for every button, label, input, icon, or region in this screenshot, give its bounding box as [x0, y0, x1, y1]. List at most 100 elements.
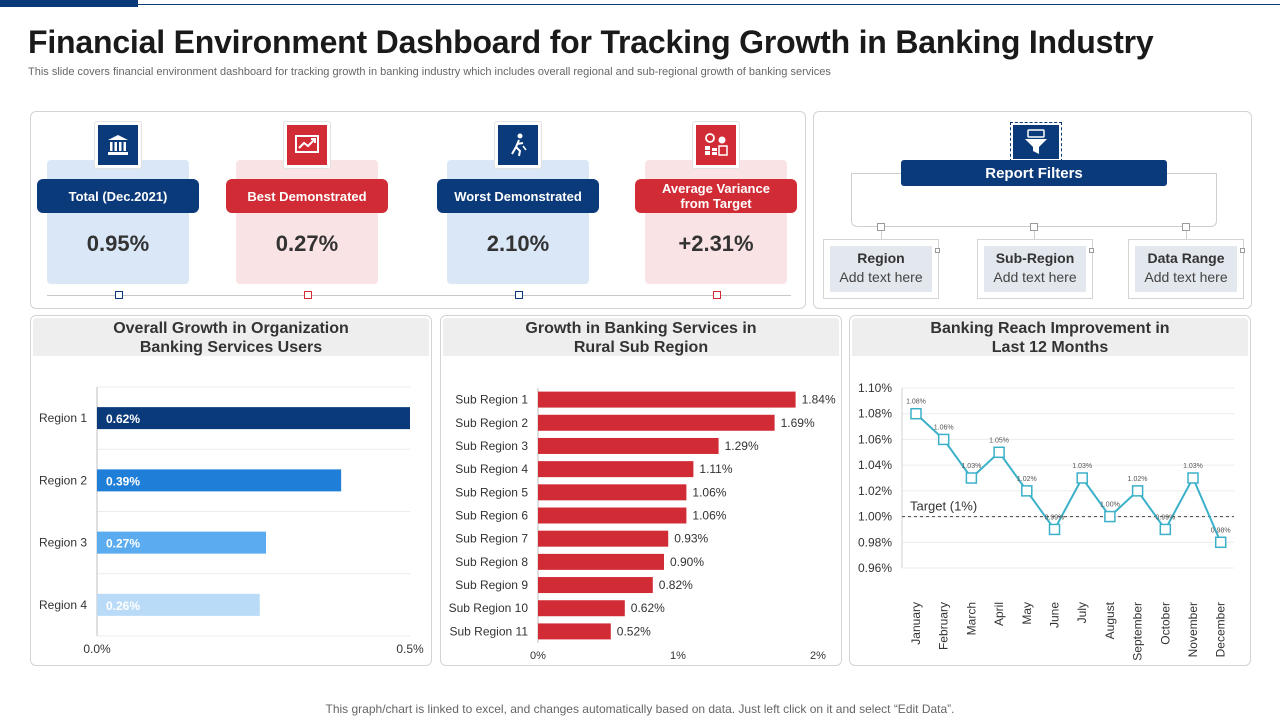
kpi-value-worst: 2.10%: [486, 231, 550, 256]
kpi-connector-dot: [713, 291, 721, 299]
kpi-label-worst: Worst Demonstrated: [437, 179, 599, 213]
top-accent-bar: [0, 0, 138, 7]
bar: [538, 623, 611, 640]
bar: [97, 593, 260, 616]
category-label: Sub Region 8: [455, 555, 528, 569]
falling-person-icon: [495, 122, 541, 168]
data-label: 0.99%: [1155, 514, 1175, 521]
filter-node: [877, 223, 885, 231]
category-label: Sub Region 9: [455, 578, 528, 592]
y-tick-label: 1.06%: [858, 432, 892, 446]
data-point: [937, 433, 950, 446]
target-label: Target (1%): [910, 499, 977, 514]
y-tick-label: 1.08%: [858, 407, 892, 421]
growth-chart-icon: [284, 122, 330, 168]
data-point: [1214, 536, 1227, 549]
data-label: 1.08%: [906, 399, 926, 406]
kpi-connector-dot: [304, 291, 312, 299]
data-label: 1.84%: [802, 393, 836, 407]
filter-region-label: Region: [857, 250, 905, 266]
x-tick-label: 2%: [810, 650, 826, 662]
data-label: 1.00%: [1100, 502, 1120, 509]
filter-region[interactable]: Region Add text here: [823, 239, 939, 299]
filter-corner: [935, 248, 940, 253]
y-tick-label: 0.98%: [858, 535, 892, 549]
reach-improvement-title-text: Banking Reach Improvement in Last 12 Mon…: [930, 320, 1170, 356]
bar: [538, 530, 669, 547]
bar: [538, 600, 625, 617]
data-point: [993, 446, 1005, 459]
x-tick-label: July: [1075, 602, 1089, 623]
reach-improvement-title: Banking Reach Improvement in Last 12 Mon…: [852, 318, 1248, 356]
bar: [538, 391, 796, 408]
filter-data-range[interactable]: Data Range Add text here: [1128, 239, 1244, 299]
category-label: Region 3: [39, 536, 87, 550]
category-label: Sub Region 3: [455, 439, 528, 453]
data-label: 1.02%: [1017, 476, 1037, 483]
x-tick-label: November: [1186, 602, 1200, 657]
data-label: 1.03%: [1183, 463, 1203, 470]
bar: [538, 553, 664, 570]
data-label: 0.82%: [659, 578, 693, 592]
kpi-connector-line: [47, 295, 791, 296]
overall-growth-panel: Overall Growth in Organization Banking S…: [30, 315, 432, 666]
x-tick-label: May: [1020, 602, 1034, 625]
category-label: Region 4: [39, 598, 87, 612]
bar: [538, 414, 775, 431]
top-divider-line: [138, 4, 1280, 5]
report-filters-title: Report Filters: [901, 160, 1167, 186]
filter-sub-region-label: Sub-Region: [995, 250, 1075, 266]
data-label: 1.69%: [781, 416, 815, 430]
data-label: 0.90%: [670, 555, 704, 569]
kpi-panel: Total (Dec.2021) 0.95% Best Demonstrated…: [30, 111, 806, 309]
kpi-connector-dot: [115, 291, 123, 299]
y-tick-label: 0.96%: [858, 561, 892, 575]
data-point: [1104, 510, 1116, 523]
category-label: Region 2: [39, 473, 87, 487]
filter-sub-region[interactable]: Sub-Region Add text here: [977, 239, 1093, 299]
filter-tree-connector: [881, 227, 882, 239]
filter-tree-connector: [851, 173, 901, 174]
data-label: 1.03%: [961, 463, 981, 470]
filter-region-value[interactable]: Add text here: [839, 269, 923, 285]
x-tick-label: April: [992, 602, 1006, 626]
filter-sub-region-value[interactable]: Add text here: [993, 269, 1077, 285]
bar: [538, 437, 719, 454]
data-point: [1021, 485, 1033, 497]
filter-tree-connector: [1034, 227, 1035, 239]
data-point: [1048, 523, 1061, 536]
filter-tree-connector: [1186, 227, 1187, 239]
bar: [97, 469, 342, 492]
series-line: [915, 412, 1222, 543]
data-label: 0.99%: [1045, 514, 1065, 521]
data-label: 1.05%: [989, 437, 1009, 444]
x-tick-label: September: [1131, 602, 1145, 661]
overall-growth-chart: Region 1 0.62% Region 2 0.39% Region 3 0.27% R…: [39, 386, 424, 656]
rural-growth-panel: Growth in Banking Services in Rural Sub …: [440, 315, 842, 666]
x-tick-label: 1%: [670, 650, 686, 662]
x-tick-label: January: [909, 602, 923, 645]
filter-node: [1182, 223, 1190, 231]
data-label: 1.29%: [725, 439, 759, 453]
filter-tree-connector: [1167, 173, 1217, 174]
data-label: 0.62%: [106, 412, 140, 426]
bar: [538, 461, 694, 478]
y-tick-label: 1.04%: [858, 458, 892, 472]
rural-growth-title-text: Growth in Banking Services in Rural Sub …: [525, 320, 757, 356]
x-tick-label: 0.0%: [83, 642, 111, 656]
kpi-label-variance: Average Variance from Target: [635, 179, 797, 213]
finance-icon: [693, 122, 739, 168]
data-label: 0.26%: [106, 599, 140, 613]
bank-icon: [95, 122, 141, 168]
category-label: Sub Region 6: [455, 509, 528, 523]
kpi-connector-dot: [515, 291, 523, 299]
x-tick-label: December: [1214, 602, 1228, 657]
bar: [97, 531, 267, 554]
filter-node: [1030, 223, 1038, 231]
data-label: 1.11%: [699, 462, 732, 476]
category-label: Sub Region 1: [455, 393, 528, 407]
category-label: Sub Region 11: [449, 624, 528, 638]
bar: [538, 577, 653, 594]
filter-data-range-value[interactable]: Add text here: [1144, 269, 1228, 285]
rural-growth-chart: Sub Region 1 1.84% Sub Region 2 1.69% Sub Re…: [449, 388, 836, 662]
